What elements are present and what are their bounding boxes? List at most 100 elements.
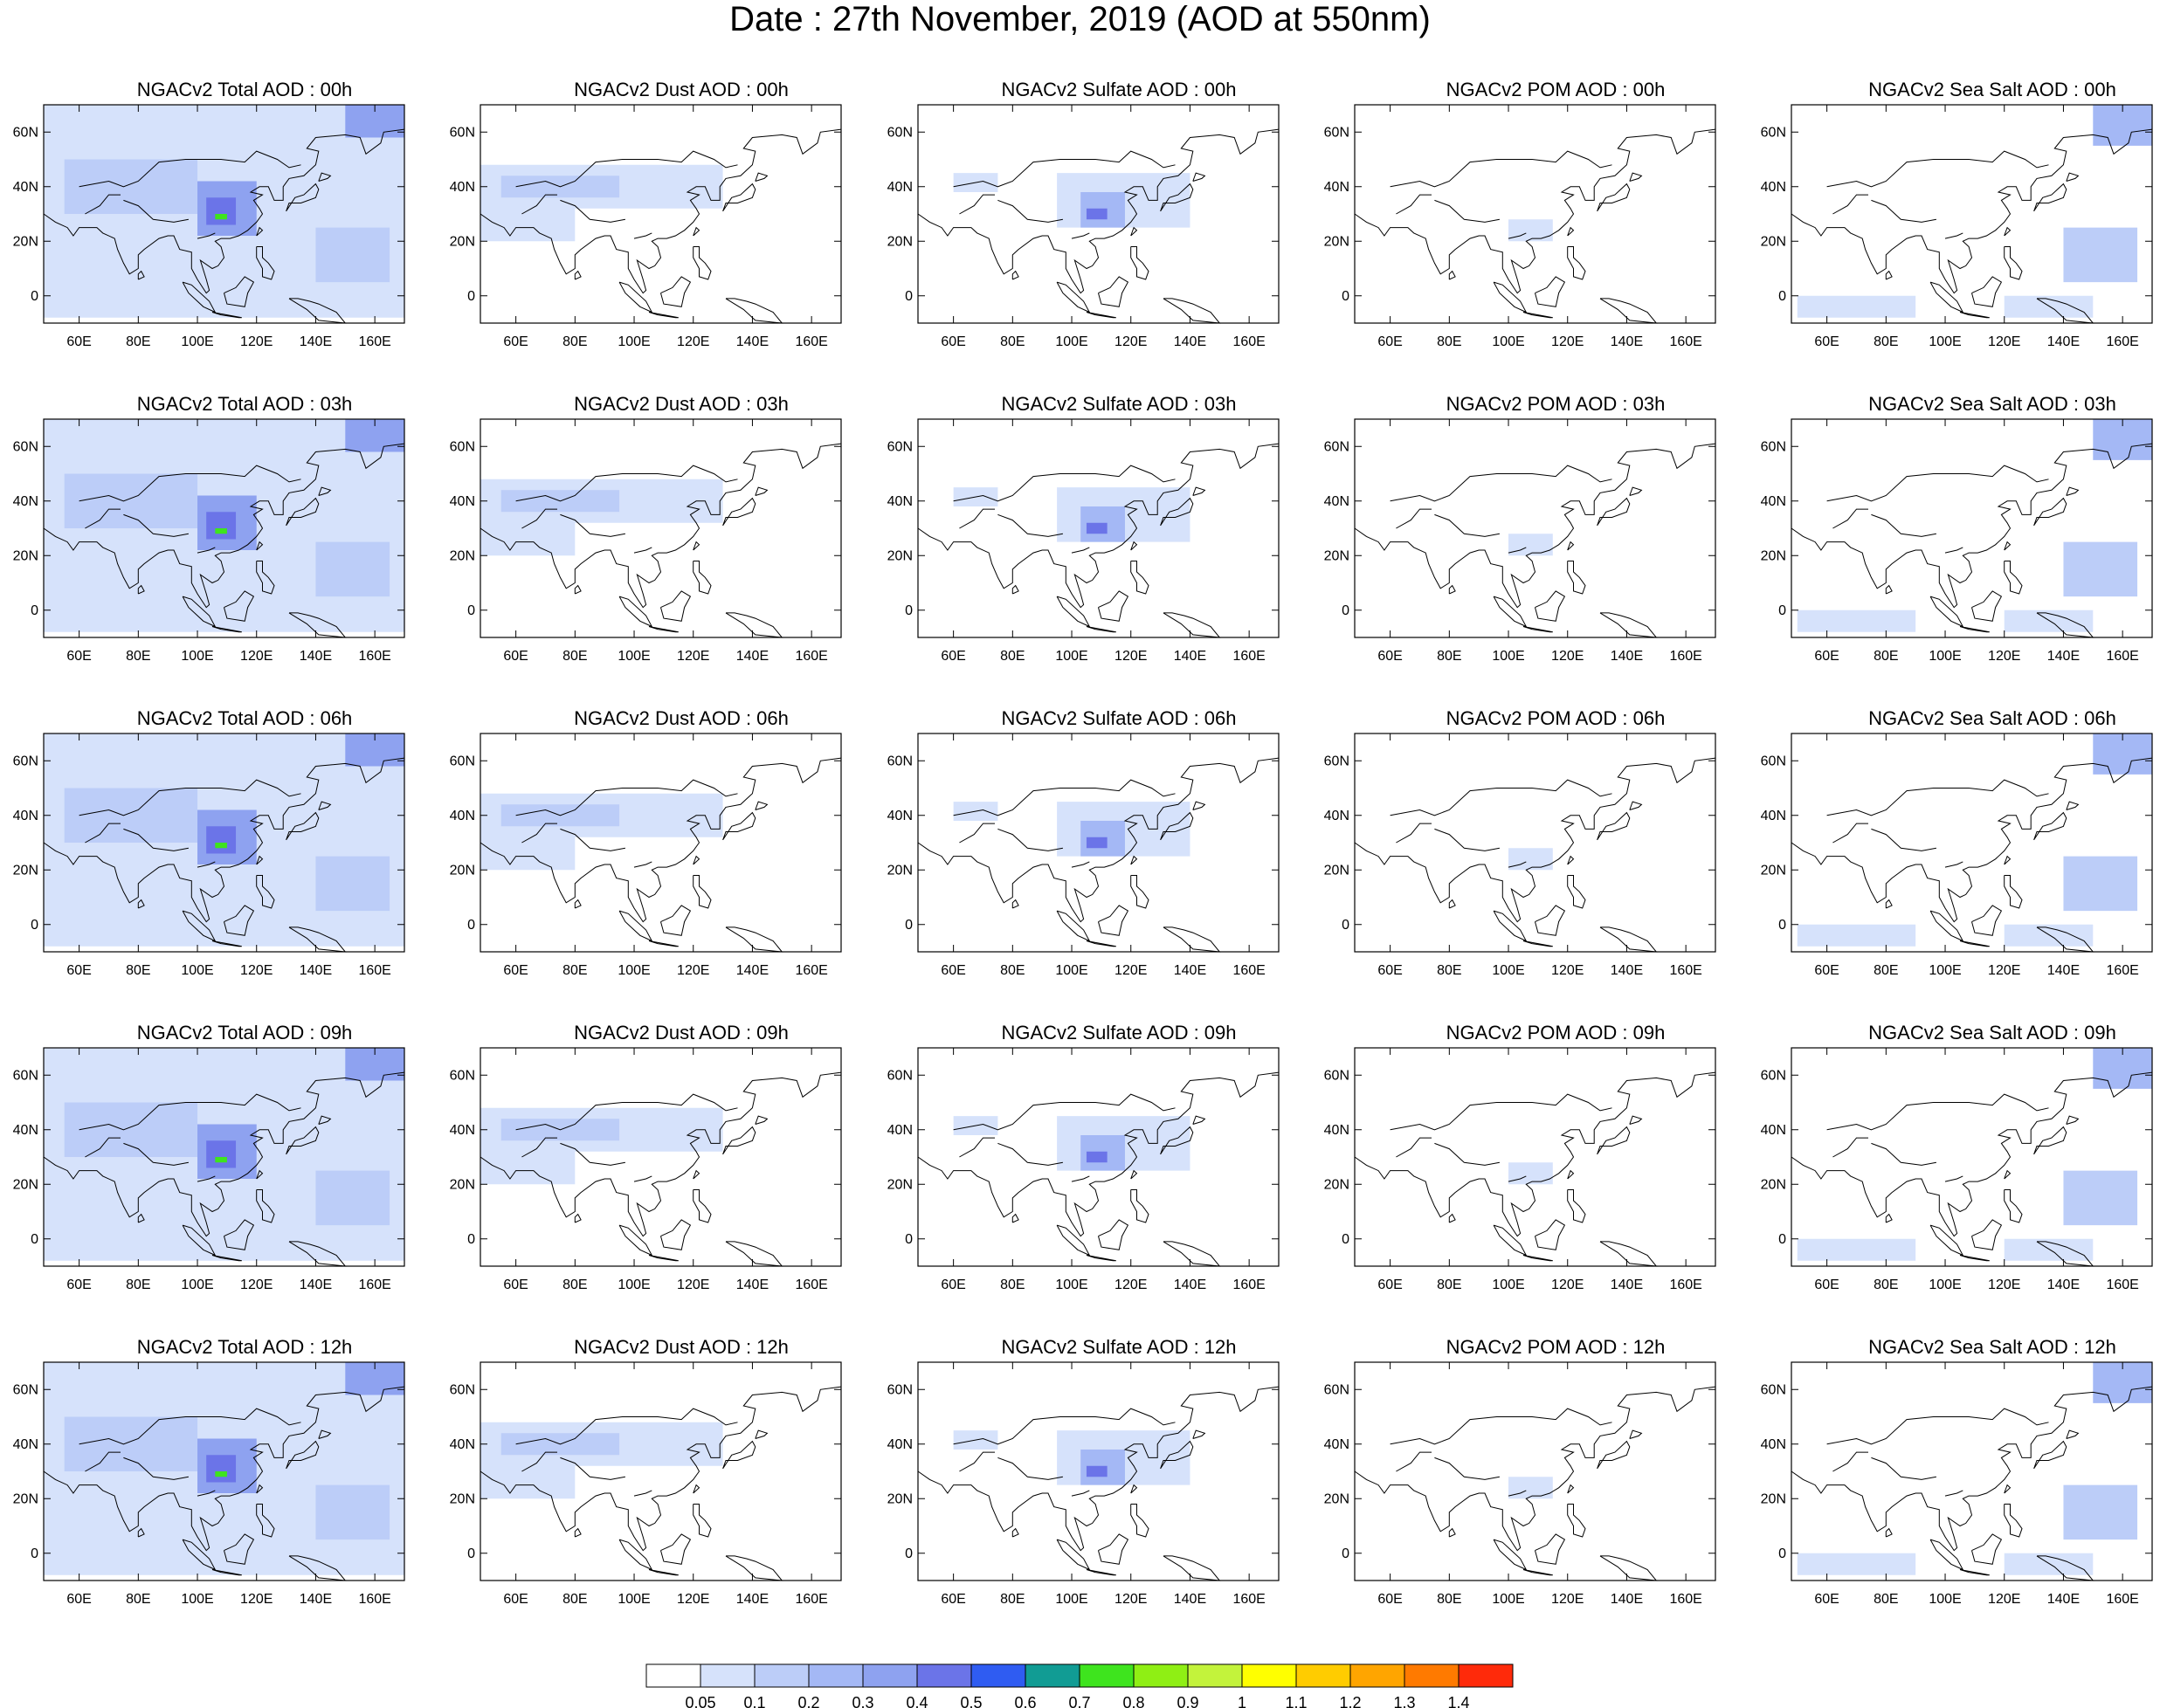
panel-title: NGACv2 POM AOD : 03h <box>1446 393 1666 415</box>
coastline <box>2066 486 2080 496</box>
coastline <box>1434 513 1500 537</box>
coastline <box>1832 823 1868 844</box>
coastline <box>1396 823 1432 844</box>
coastline <box>722 1440 756 1470</box>
coastline <box>1354 1386 1716 1552</box>
coastline <box>224 905 255 936</box>
coastline <box>1354 1071 1716 1237</box>
x-tick-label: 100E <box>1492 334 1524 349</box>
coastline <box>1434 828 1500 851</box>
x-tick-label: 160E <box>795 1592 827 1607</box>
x-tick-label: 60E <box>66 334 91 349</box>
aod-cell <box>1508 1162 1553 1185</box>
coastline <box>618 1539 653 1571</box>
coastline <box>755 1115 769 1125</box>
aod-cell <box>206 1455 237 1483</box>
aod-cell <box>64 1416 198 1471</box>
coastline <box>648 940 679 947</box>
coastline <box>1130 226 1138 237</box>
y-tick-label: 40N <box>13 494 38 509</box>
coastline <box>521 508 557 529</box>
coastline <box>1493 1539 1528 1571</box>
coastline <box>288 926 347 953</box>
x-tick-label: 60E <box>1814 1592 1839 1607</box>
coastline <box>1098 905 1129 936</box>
panel-title: NGACv2 Sulfate AOD : 09h <box>1001 1022 1237 1043</box>
x-tick-label: 140E <box>300 649 332 664</box>
x-tick-label: 80E <box>1437 1592 1461 1607</box>
map-plot: 60E 80E 100E 120E 140E 160E 60N 40N 20N 0 <box>887 418 1280 664</box>
coastline <box>1535 276 1566 307</box>
coastline <box>85 194 121 215</box>
coastline <box>1885 899 1893 909</box>
coastline <box>1493 1224 1528 1257</box>
aod-cell <box>1797 1553 1916 1575</box>
panel-title: NGACv2 Sulfate AOD : 12h <box>1001 1336 1237 1358</box>
map-plot: 60E 80E 100E 120E 140E 160E 60N 40N 20N 0 <box>1761 104 2153 349</box>
coastline <box>1567 1169 1575 1180</box>
map-frame <box>43 1361 405 1581</box>
x-tick-label: 120E <box>1115 1278 1147 1292</box>
map-panel: NGACv2 Sea Salt AOD : 06h 60E 80E 100E 120E 1… <box>1761 707 2160 1004</box>
x-tick-label: 60E <box>1377 963 1402 978</box>
colorbar-swatch <box>1025 1663 1080 1688</box>
x-tick-label: 160E <box>1669 1278 1701 1292</box>
map-frame <box>917 418 1280 638</box>
coastline <box>722 1126 756 1155</box>
coastline <box>182 1224 217 1257</box>
coastline <box>1885 270 1893 280</box>
colorbar-label: 1 <box>1238 1694 1246 1708</box>
coastline <box>1086 312 1116 319</box>
x-tick-label: 160E <box>2106 1278 2138 1292</box>
y-tick-label: 60N <box>13 1382 38 1397</box>
x-tick-label: 60E <box>941 963 965 978</box>
map-panel: NGACv2 Sea Salt AOD : 09h 60E 80E 100E 120E 1… <box>1761 1022 2160 1319</box>
coastline <box>1086 1569 1116 1576</box>
y-tick-label: 0 <box>1342 603 1349 618</box>
y-tick-label: 40N <box>887 180 913 195</box>
coastline <box>648 626 679 633</box>
coastline <box>1885 1213 1893 1223</box>
coastline <box>693 226 700 237</box>
colorbar-label: 0.6 <box>1014 1694 1036 1708</box>
x-tick-label: 140E <box>1611 1278 1643 1292</box>
coastline <box>2004 561 2023 595</box>
x-tick-label: 100E <box>1055 1592 1087 1607</box>
y-tick-label: 60N <box>1324 1382 1349 1397</box>
x-tick-label: 80E <box>1874 1592 1898 1607</box>
x-tick-label: 80E <box>1000 1592 1025 1607</box>
x-tick-label: 60E <box>941 649 965 664</box>
coastline <box>693 1504 712 1538</box>
map-panel: NGACv2 POM AOD : 00h 60E 80E 100E 120E 140E 16… <box>1324 79 1791 375</box>
coastline <box>2036 298 2094 324</box>
x-tick-label: 160E <box>2106 649 2138 664</box>
y-tick-label: 20N <box>1761 863 1786 878</box>
coastline <box>1011 899 1019 909</box>
coastline <box>1629 172 1643 182</box>
aod-cell <box>1086 522 1108 534</box>
x-tick-label: 60E <box>66 649 91 664</box>
coastline <box>1086 626 1116 633</box>
panel-title: NGACv2 Dust AOD : 12h <box>574 1336 789 1358</box>
coastline <box>1130 855 1138 865</box>
coastline <box>1448 584 1456 595</box>
coastline <box>633 861 652 868</box>
coastline <box>1130 1484 1138 1494</box>
y-tick-label: 60N <box>887 754 913 768</box>
coastline <box>2036 1555 2094 1581</box>
coastline <box>182 596 217 628</box>
coastline <box>1390 1408 1612 1445</box>
y-tick-label: 40N <box>450 494 475 509</box>
y-tick-label: 0 <box>467 1232 475 1247</box>
coastline <box>959 1451 995 1472</box>
coastline <box>2033 1440 2067 1470</box>
coastline <box>43 1386 405 1552</box>
map-panel: NGACv2 POM AOD : 12h 60E 80E 100E 120E 140E 16… <box>1324 1336 1791 1633</box>
coastline <box>1192 172 1206 182</box>
y-tick-label: 0 <box>1778 918 1786 933</box>
y-tick-label: 40N <box>450 809 475 823</box>
coastline <box>618 281 653 313</box>
panel-title: NGACv2 Sea Salt AOD : 12h <box>1868 1336 2116 1358</box>
coastline <box>1959 940 1990 947</box>
